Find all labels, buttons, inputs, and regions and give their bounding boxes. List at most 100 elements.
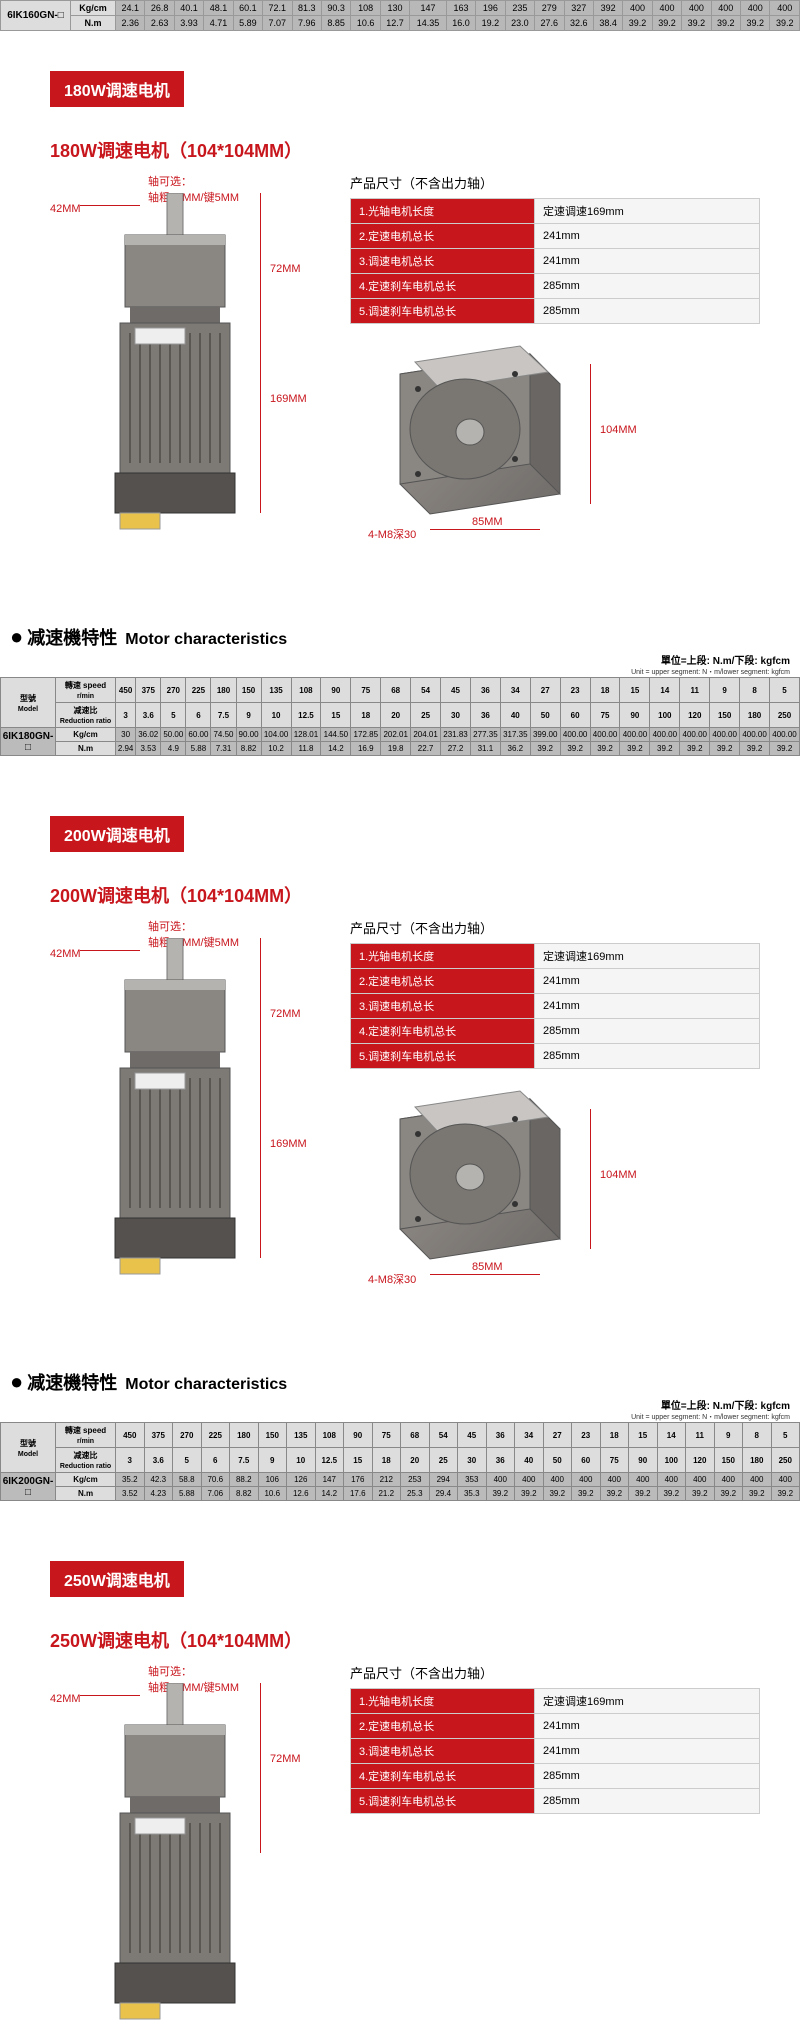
dim-val: 285mm [535,1019,760,1044]
motor-illustration [95,1683,255,2023]
dim-85: 85MM [470,516,505,528]
dim-val: 241mm [535,994,760,1019]
dim-72: 72MM [270,263,301,275]
ratio-header: 减速比Reduction ratio [56,703,116,728]
dim-val: 定速调速169mm [535,199,760,224]
dim-val: 285mm [535,1044,760,1069]
dim-val: 定速调速169mm [535,1689,760,1714]
dim-key: 2.定速电机总长 [351,1714,535,1739]
top-model-cell: 6IK160GN-□ [1,1,71,31]
model-header: 型號Model [1,1423,56,1473]
dim-val: 定速调速169mm [535,944,760,969]
dim-key: 5.调速刹车电机总长 [351,299,535,324]
motor-diagram: 轴可选：轴粗15MM/键5MM 42MM 72MM 169MM [50,173,320,553]
model-header: 型號Model [1,678,56,728]
section-badge: 200W调速电机 [50,816,184,852]
dim-85: 85MM [470,1261,505,1273]
top-row-label-1: N.m [71,16,116,31]
dim-key: 3.调速电机总长 [351,994,535,1019]
speed-header: 轉速 speedr/min [56,678,116,703]
dim-key: 3.调速电机总长 [351,249,535,274]
right-block: 产品尺寸（不含出力轴） 1.光轴电机长度定速调速169mm2.定速电机总长241… [350,1663,760,1863]
shaft-note-1: 轴可选： [148,173,239,189]
dim-72: 72MM [270,1008,301,1020]
char-model: 6IK200GN-□ [1,1473,56,1501]
unit-sub: Unit = upper segment: N・m/lower segment:… [0,667,790,677]
dim-val: 241mm [535,1714,760,1739]
bolt-spec: 4-M8深30 [368,1271,416,1287]
shaft-note-1: 轴可选： [148,918,239,934]
dim-table-title: 产品尺寸（不含出力轴） [350,173,760,192]
product-row: 轴可选：轴粗15MM/键5MM 42MM 72MM 169MM 产品尺寸（不含出… [0,173,800,614]
dim-val: 285mm [535,299,760,324]
unit-note: 單位=上段: N.m/下段: kgfcm [0,652,790,667]
motor-illustration [95,193,255,533]
unit-note: 單位=上段: N.m/下段: kgfcm [0,1397,790,1412]
dim-key: 5.调速刹车电机总长 [351,1044,535,1069]
dim-42: 42MM [50,1693,81,1705]
characteristics-table: 型號Model 轉速 speedr/min 450375270225180150… [0,1422,800,1501]
right-block: 产品尺寸（不含出力轴） 1.光轴电机长度定速调速169mm2.定速电机总长241… [350,918,760,1329]
dim-key: 1.光轴电机长度 [351,944,535,969]
section-title: 180W调速电机（104*104MM） [50,137,800,163]
dim-val: 285mm [535,274,760,299]
motor-section: 180W调速电机 180W调速电机（104*104MM） 轴可选：轴粗15MM/… [0,31,800,756]
section-badge: 250W调速电机 [50,1561,184,1597]
bolt-spec: 4-M8深30 [368,526,416,542]
motor-diagram: 轴可选：轴粗15MM/键5MM 42MM 72MM [50,1663,320,1863]
gearhead-illustration [360,1079,590,1279]
dim-169: 169MM [270,393,307,405]
dim-72: 72MM [270,1753,301,1765]
dim-key: 3.调速电机总长 [351,1739,535,1764]
dim-key: 2.定速电机总长 [351,224,535,249]
section-title: 250W调速电机（104*104MM） [50,1627,800,1653]
dim-key: 2.定速电机总长 [351,969,535,994]
dim-val: 241mm [535,1739,760,1764]
ratio-header: 减速比Reduction ratio [56,1448,116,1473]
dimension-table: 1.光轴电机长度定速调速169mm2.定速电机总长241mm3.调速电机总长24… [350,198,760,324]
top-fragment-table: 6IK160GN-□ Kg/cm 24.126.840.148.160.172.… [0,0,800,31]
dim-104: 104MM [600,424,637,436]
top-row-label-0: Kg/cm [71,1,116,16]
motor-diagram: 轴可选：轴粗15MM/键5MM 42MM 72MM 169MM [50,918,320,1298]
gearhead-illustration [360,334,590,534]
motor-section: 250W调速电机 250W调速电机（104*104MM） 轴可选：轴粗15MM/… [0,1521,800,1893]
dim-val: 285mm [535,1764,760,1789]
characteristics-table: 型號Model 轉速 speedr/min 450375270225180150… [0,677,800,756]
product-row: 轴可选：轴粗15MM/键5MM 42MM 72MM 产品尺寸（不含出力轴） 1.… [0,1663,800,1893]
dim-42: 42MM [50,203,81,215]
dim-key: 4.定速刹车电机总长 [351,1764,535,1789]
dim-val: 241mm [535,224,760,249]
char-title: ●减速機特性Motor characteristics [10,1369,800,1395]
dim-104: 104MM [600,1169,637,1181]
dim-val: 241mm [535,969,760,994]
dim-table-title: 产品尺寸（不含出力轴） [350,1663,760,1682]
char-title: ●减速機特性Motor characteristics [10,624,800,650]
char-model: 6IK180GN-□ [1,728,56,756]
dim-key: 5.调速刹车电机总长 [351,1789,535,1814]
product-row: 轴可选：轴粗15MM/键5MM 42MM 72MM 169MM 产品尺寸（不含出… [0,918,800,1359]
gearhead-diagram: 104MM 85MM 4-M8深30 [350,1079,760,1329]
dim-line-v [260,938,261,1258]
motor-illustration [95,938,255,1278]
motor-section: 200W调速电机 200W调速电机（104*104MM） 轴可选：轴粗15MM/… [0,776,800,1501]
dim-line-v [260,193,261,513]
right-block: 产品尺寸（不含出力轴） 1.光轴电机长度定速调速169mm2.定速电机总长241… [350,173,760,584]
dim-key: 4.定速刹车电机总长 [351,274,535,299]
dimension-table: 1.光轴电机长度定速调速169mm2.定速电机总长241mm3.调速电机总长24… [350,1688,760,1814]
dim-val: 285mm [535,1789,760,1814]
unit-sub: Unit = upper segment: N・m/lower segment:… [0,1412,790,1422]
gearhead-diagram: 104MM 85MM 4-M8深30 [350,334,760,584]
dim-169: 169MM [270,1138,307,1150]
dim-key: 4.定速刹车电机总长 [351,1019,535,1044]
shaft-note-1: 轴可选： [148,1663,239,1679]
dim-val: 241mm [535,249,760,274]
speed-header: 轉速 speedr/min [56,1423,116,1448]
dim-line-v [260,1683,261,1853]
section-title: 200W调速电机（104*104MM） [50,882,800,908]
dimension-table: 1.光轴电机长度定速调速169mm2.定速电机总长241mm3.调速电机总长24… [350,943,760,1069]
section-badge: 180W调速电机 [50,71,184,107]
dim-42: 42MM [50,948,81,960]
dim-key: 1.光轴电机长度 [351,1689,535,1714]
dim-key: 1.光轴电机长度 [351,199,535,224]
